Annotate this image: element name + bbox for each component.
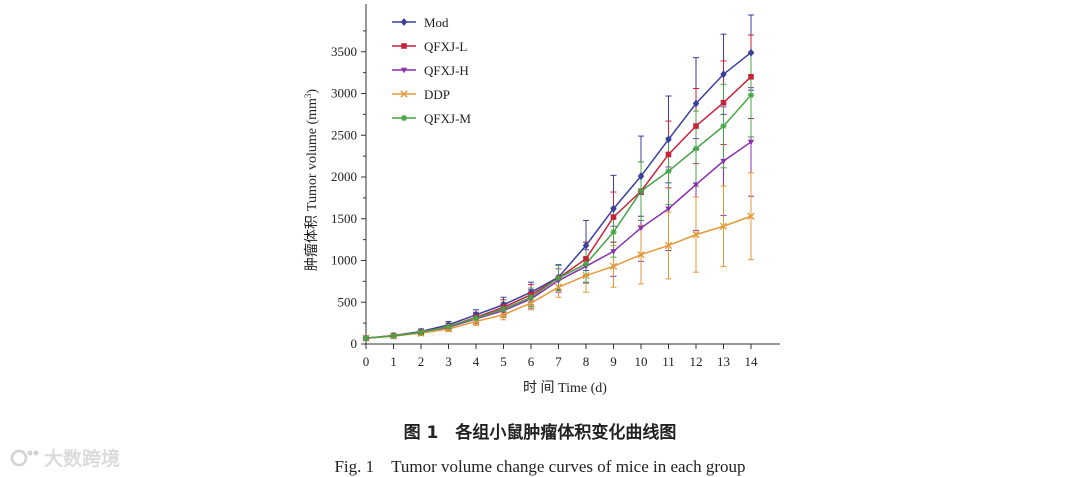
point-qfxj-m (747, 91, 755, 99)
point-ddp (472, 317, 480, 326)
point-qfxj-m (472, 314, 480, 322)
series-line-qfxj-h (365, 141, 752, 339)
point-ddp (609, 262, 618, 271)
x-tick-label: 11 (662, 354, 675, 369)
point-ddp (719, 222, 728, 230)
point-ddp (637, 250, 645, 259)
point-ddp (499, 311, 508, 319)
point-ddp (747, 212, 755, 220)
point-mod (637, 172, 645, 181)
point-ddp (554, 283, 563, 291)
point-ddp (527, 299, 535, 307)
legend-label-qfxj-h: QFXJ-H (424, 63, 469, 78)
point-qfxj-l (583, 256, 589, 262)
point-qfxj-m (720, 122, 727, 130)
series-line-qfxj-m (365, 94, 752, 339)
y-tick-label: 2000 (331, 169, 357, 184)
y-tick-label: 1000 (331, 253, 357, 268)
point-qfxj-h (637, 225, 645, 232)
point-qfxj-m (500, 305, 507, 313)
x-tick-label: 8 (583, 354, 590, 369)
error-bars (363, 14, 754, 340)
y-axis-label-close: ) (305, 89, 320, 94)
point-qfxj-m (692, 145, 700, 152)
legend-marker-ddp (400, 90, 408, 98)
x-tick-label: 13 (717, 354, 730, 369)
watermark: 大数跨境 (10, 444, 120, 471)
point-ddp (692, 230, 700, 239)
point-qfxj-m (445, 323, 452, 330)
point-qfxj-m (390, 332, 397, 340)
point-qfxj-m (610, 228, 617, 236)
point-ddp (582, 271, 590, 280)
point-qfxj-m (527, 294, 535, 301)
figure-caption-cn: 图 1 各组小鼠肿瘤体积变化曲线图 (403, 423, 677, 443)
x-axis-label: 时 间 Time (d) (523, 380, 607, 396)
y-axis-label-cn: 肿瘤体积 (303, 215, 320, 271)
legend-marker-mod (400, 18, 408, 26)
point-qfxj-m (582, 260, 590, 268)
legend-label-qfxj-m: QFXJ-M (424, 111, 471, 126)
x-tick-label: 12 (690, 354, 703, 369)
point-qfxj-m (555, 274, 562, 282)
point-qfxj-h (720, 158, 727, 165)
x-tick-label: 7 (555, 354, 562, 369)
watermark-text: 大数跨境 (44, 448, 121, 470)
point-mod (692, 99, 700, 108)
x-tick-label: 14 (745, 354, 759, 369)
x-tick-label: 6 (528, 354, 535, 369)
point-qfxj-l (748, 74, 754, 80)
point-mod (610, 204, 617, 213)
y-axis-label-en: Tumor volume (mm (305, 98, 320, 211)
x-tick-label: 3 (445, 354, 452, 369)
point-qfxj-h (665, 206, 672, 212)
x-tick-label: 4 (473, 354, 480, 369)
point-qfxj-l (665, 151, 672, 158)
y-axis-label-sup: 3 (303, 93, 313, 98)
point-qfxj-m (637, 187, 645, 195)
series-markers (362, 48, 755, 343)
y-axis-label: 肿瘤体积 Tumor volume (mm3) (303, 89, 320, 272)
y-tick-label: 3000 (331, 86, 357, 101)
point-mod (582, 241, 590, 250)
y-tick-label: 500 (338, 294, 358, 309)
point-qfxj-l (610, 214, 617, 220)
legend-label-ddp: DDP (424, 87, 450, 102)
point-mod (665, 135, 672, 144)
legend-label-qfxj-l: QFXJ-L (424, 39, 467, 54)
x-tick-label: 1 (390, 354, 397, 369)
legend-label-mod: Mod (424, 15, 449, 30)
x-tick-label: 5 (500, 354, 507, 369)
x-tick-label: 0 (363, 354, 370, 369)
point-qfxj-m (665, 167, 672, 175)
y-tick-label: 1500 (331, 211, 357, 226)
legend-marker-qfxj-m (400, 114, 408, 122)
legend: Mod QFXJ-L QFXJ-H DDP QFXJ-M (392, 15, 471, 126)
point-qfxj-l (720, 99, 727, 106)
point-qfxj-h (692, 182, 700, 188)
point-mod (747, 48, 755, 57)
y-tick-label: 3500 (331, 44, 357, 59)
point-qfxj-l (693, 123, 699, 129)
tumor-volume-chart: 0 1 2 3 4 5 6 7 8 9 10 11 12 13 1405001000150020002500… (303, 4, 780, 396)
point-qfxj-h (610, 249, 617, 255)
legend-marker-qfxj-l (401, 43, 407, 49)
x-tick-label: 2 (418, 354, 425, 369)
point-qfxj-h (747, 139, 755, 146)
x-tick-label: 10 (635, 354, 648, 369)
point-qfxj-m (362, 334, 370, 342)
axes: 0 1 2 3 4 5 6 7 8 9 10 11 12 13 1405001000150020002500… (331, 4, 780, 369)
point-qfxj-m (417, 329, 425, 336)
y-tick-label: 2500 (331, 127, 357, 142)
watermark-logo-icon (10, 449, 39, 466)
x-tick-label: 9 (610, 354, 617, 369)
figure-caption-en: Fig. 1 Tumor volume change curves of mic… (334, 457, 746, 476)
point-ddp (664, 241, 673, 250)
y-tick-label: 0 (351, 336, 358, 351)
legend-marker-qfxj-h (400, 67, 408, 74)
point-mod (720, 70, 727, 79)
